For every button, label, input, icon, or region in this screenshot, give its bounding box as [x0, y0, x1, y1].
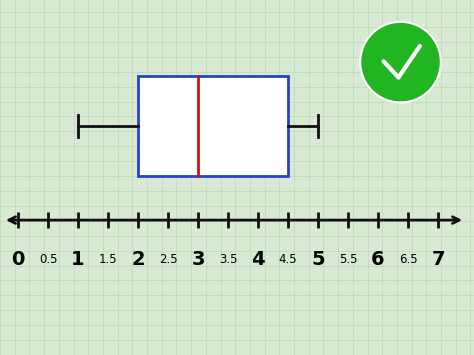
Text: 1: 1 — [71, 250, 85, 269]
Ellipse shape — [360, 22, 441, 102]
Text: 4.5: 4.5 — [279, 253, 297, 266]
Text: 2.5: 2.5 — [159, 253, 177, 266]
Text: 0.5: 0.5 — [39, 253, 57, 266]
Text: 5.5: 5.5 — [339, 253, 357, 266]
Text: 1.5: 1.5 — [99, 253, 117, 266]
Text: 3: 3 — [191, 250, 205, 269]
Text: 7: 7 — [431, 250, 445, 269]
Text: 5: 5 — [311, 250, 325, 269]
Text: 0: 0 — [11, 250, 25, 269]
Bar — [138, 76, 288, 176]
Text: 4: 4 — [251, 250, 265, 269]
Text: 6.5: 6.5 — [399, 253, 417, 266]
Text: 3.5: 3.5 — [219, 253, 237, 266]
Text: 2: 2 — [131, 250, 145, 269]
Text: 6: 6 — [371, 250, 385, 269]
